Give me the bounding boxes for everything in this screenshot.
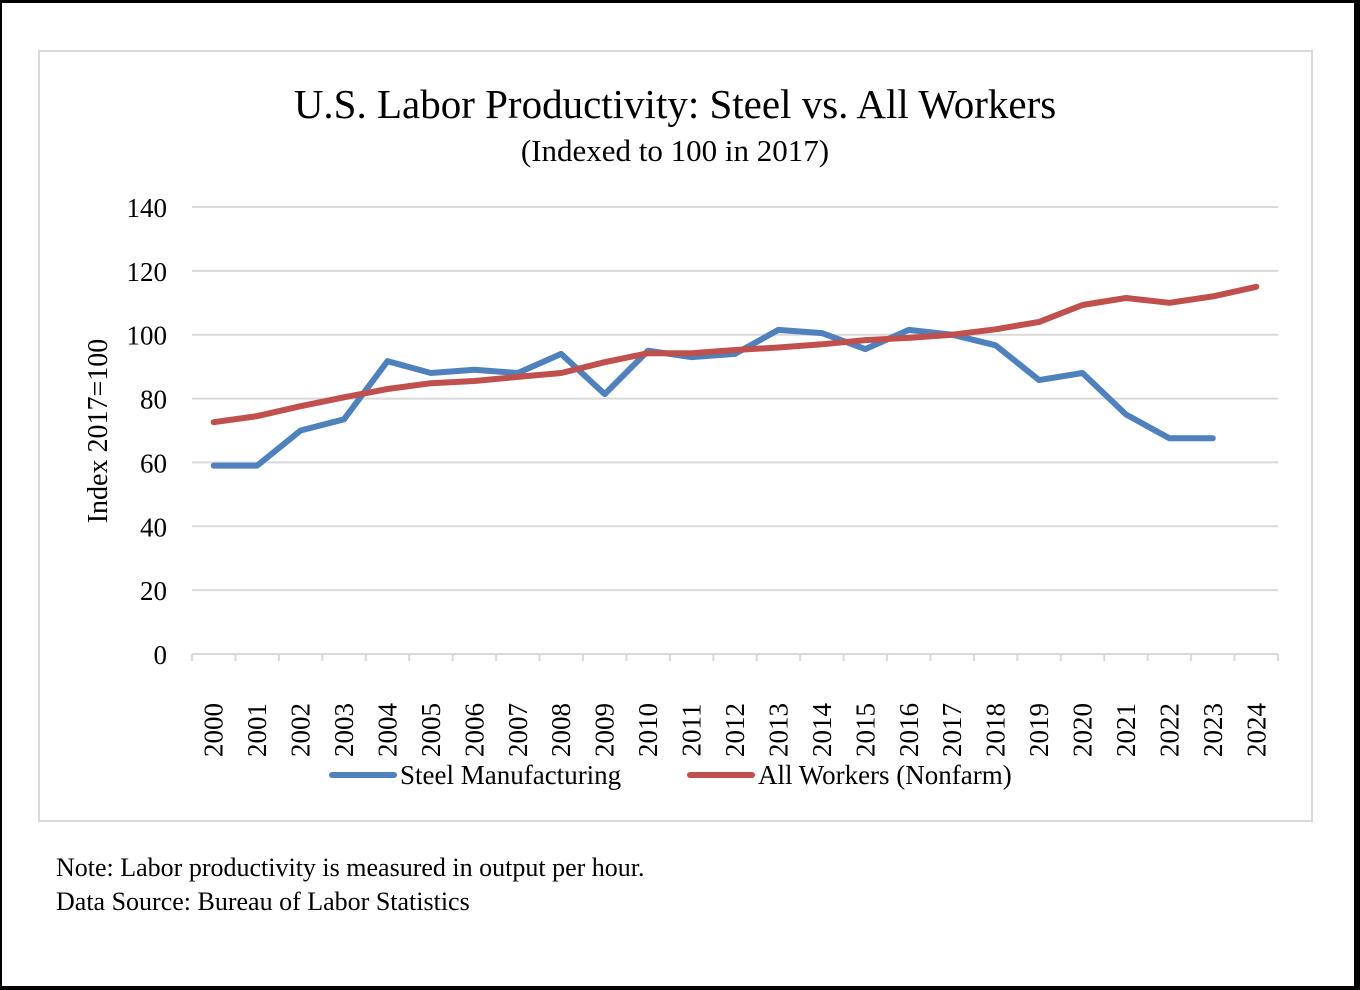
gridlines — [192, 206, 1278, 592]
x-tick-label: 2019 — [1024, 703, 1054, 757]
y-tick-label: 60 — [140, 448, 167, 478]
y-tick-labels: 0 20 40 60 80 100 120 140 — [127, 193, 168, 670]
x-tick-label: 2018 — [981, 703, 1011, 757]
x-tick-label: 2013 — [763, 703, 793, 757]
x-tick-label: 2004 — [372, 703, 402, 758]
x-tick-label: 2016 — [894, 703, 924, 757]
x-tick-label: 2023 — [1198, 703, 1228, 757]
x-tick-label: 2015 — [850, 703, 880, 757]
x-axis — [191, 653, 1279, 661]
chart-notes: Note: Labor productivity is measured in … — [56, 851, 645, 919]
series-lines — [210, 283, 1260, 469]
chart-area — [38, 50, 1313, 822]
line-chart: U.S. Labor Productivity: Steel vs. All W… — [83, 81, 1279, 790]
x-tick-label: 2006 — [459, 703, 489, 757]
y-tick-label: 0 — [154, 640, 168, 670]
legend-label: Steel Manufacturing — [400, 760, 621, 790]
x-tick-label: 2011 — [677, 704, 707, 757]
x-tick-label: 2017 — [937, 703, 967, 757]
source-text: Data Source: Bureau of Labor Statistics — [56, 887, 470, 916]
chart-title: U.S. Labor Productivity: Steel vs. All W… — [294, 81, 1056, 127]
legend: Steel Manufacturing All Workers (Nonfarm) — [329, 760, 1012, 790]
y-tick-label: 100 — [127, 321, 168, 351]
x-tick-label: 2012 — [720, 703, 750, 757]
y-tick-label: 120 — [127, 257, 168, 287]
x-tick-label: 2024 — [1241, 703, 1271, 758]
note-text: Note: Labor productivity is measured in … — [56, 853, 645, 882]
x-tick-label: 2003 — [329, 703, 359, 757]
x-tick-label: 2010 — [633, 703, 663, 757]
x-tick-labels: 2000 2001 2002 2003 2004 2005 2006 2007 2008 2009… — [199, 703, 1272, 758]
x-tick-label: 2002 — [286, 703, 316, 757]
page: U.S. Labor Productivity: Steel vs. All W… — [2, 3, 1354, 986]
x-tick-label: 2014 — [807, 703, 837, 758]
x-tick-label: 2001 — [242, 703, 272, 757]
x-tick-label: 2022 — [1154, 703, 1184, 757]
x-tick-label: 2021 — [1111, 703, 1141, 757]
y-tick-label: 80 — [140, 385, 167, 415]
x-tick-label: 2008 — [546, 703, 576, 757]
y-tick-label: 140 — [127, 193, 168, 223]
x-tick-label: 2009 — [590, 703, 620, 757]
y-tick-label: 40 — [140, 512, 167, 542]
y-tick-label: 20 — [140, 576, 167, 606]
x-tick-label: 2005 — [416, 703, 446, 757]
x-tick-label: 2020 — [1068, 703, 1098, 757]
x-tick-label: 2000 — [199, 703, 229, 757]
x-tick-label: 2007 — [503, 703, 533, 757]
legend-label: All Workers (Nonfarm) — [758, 760, 1012, 790]
chart-subtitle: (Indexed to 100 in 2017) — [521, 133, 829, 168]
series-line-steel — [210, 326, 1216, 469]
y-axis-label: Index 2017=100 — [83, 339, 114, 524]
